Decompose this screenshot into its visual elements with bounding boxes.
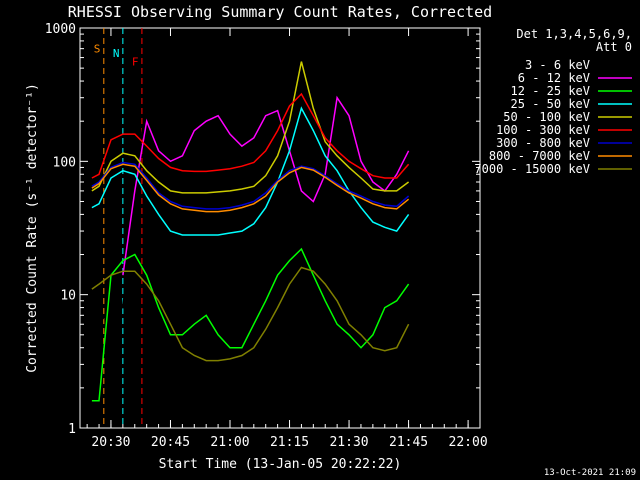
series-8 — [91, 163, 410, 213]
x-tick-label: 20:30 — [91, 435, 130, 450]
legend-label-9: 7000 - 15000 keV — [474, 162, 590, 176]
series-6 — [91, 92, 410, 179]
x-tick-label: 21:45 — [389, 435, 428, 450]
x-tick-label: 21:15 — [270, 435, 309, 450]
y-axis-label: Corrected Count Rate (s⁻¹ detector⁻¹) — [25, 83, 40, 373]
footer-date: 13-Oct-2021 21:09 — [544, 468, 636, 478]
x-tick-label: 21:00 — [210, 435, 249, 450]
legend-label-6: 100 - 300 keV — [496, 123, 590, 137]
flag-markers: S NF — [94, 28, 143, 428]
chart-title: RHESSI Observing Summary Count Rates, Co… — [68, 3, 492, 21]
series-2 — [122, 95, 410, 276]
x-tick-label: 20:45 — [151, 435, 190, 450]
series-lines — [91, 61, 422, 402]
x-tick-label: 22:00 — [449, 435, 488, 450]
legend-label-7: 300 - 800 keV — [496, 136, 590, 150]
legend-header-detectors: Det 1,3,4,5,6,9, — [516, 27, 632, 41]
flag-label-N: N — [113, 47, 120, 60]
series-9 — [91, 266, 410, 362]
flag-label-S: S — [94, 43, 101, 56]
legend-label-8: 800 - 7000 keV — [489, 149, 590, 163]
legend-label-4: 25 - 50 keV — [511, 97, 590, 111]
series-7 — [91, 161, 410, 210]
x-axis-label: Start Time (13-Jan-05 20:22:22) — [159, 457, 402, 472]
y-tick-label: 1 — [68, 422, 76, 437]
series-4 — [91, 106, 410, 236]
x-tick-label: 21:30 — [329, 435, 368, 450]
x-axis: 20:30 20:45 21:00 21:15 21:30 21:45 22:00 — [86, 28, 488, 450]
series-3 — [91, 247, 410, 402]
y-tick-label: 10 — [60, 289, 76, 304]
series-5 — [91, 61, 410, 194]
legend-header-attenuator: Att 0 — [596, 40, 632, 54]
legend-label-2: 6 - 12 keV — [518, 71, 590, 85]
legend-label-3: 12 - 25 keV — [511, 84, 590, 98]
y-tick-label: 1000 — [45, 22, 76, 37]
flag-label-F: F — [132, 56, 139, 69]
y-tick-label: 100 — [53, 155, 76, 170]
y-axis: 1 10 100 1000 — [45, 22, 480, 437]
legend-label-1: 3 - 6 keV — [525, 58, 590, 72]
plot-frame — [79, 27, 481, 429]
series-1 — [91, 95, 422, 336]
legend-label-5: 50 - 100 keV — [503, 110, 590, 124]
